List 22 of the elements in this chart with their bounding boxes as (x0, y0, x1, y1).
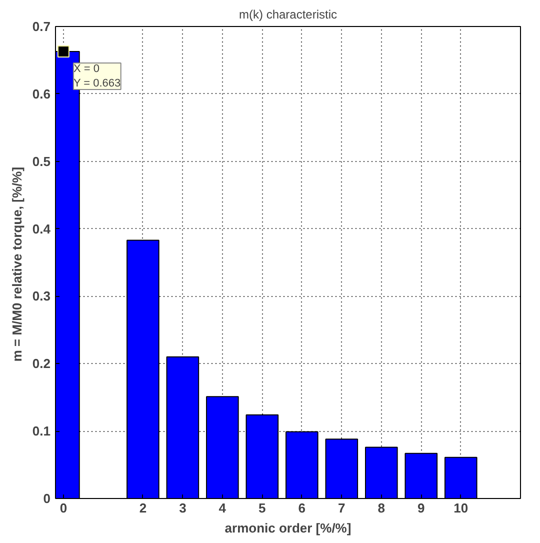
y-axis-title: m = M/M0 relative torque, [%/%] (9, 166, 24, 362)
x-tick-label: 7 (338, 500, 346, 516)
x-tick-label: 9 (418, 500, 425, 516)
y-tick-label: 0.7 (32, 19, 51, 34)
x-tick-label: 5 (258, 500, 266, 516)
x-tick-label: 4 (218, 500, 227, 516)
x-tick-label: 3 (179, 500, 186, 516)
x-tick-label: 0 (60, 500, 68, 516)
x-tick-label: 6 (298, 500, 306, 516)
y-tick-label: 0.2 (32, 356, 51, 372)
chart-title: m(k) characteristic (238, 8, 338, 22)
x-tick-label: 2 (139, 500, 147, 516)
y-tick-label: 0.4 (32, 221, 52, 236)
y-tick-label: 0 (43, 491, 51, 506)
annotation: X = 0 Y = 0.663 (73, 63, 121, 90)
y-tick-label: 0.6 (32, 86, 51, 102)
x-tick-label: 8 (378, 500, 386, 516)
x-tick-label: 10 (454, 500, 468, 516)
y-tick-label: 0.1 (32, 424, 51, 439)
y-tick-label: 0.5 (32, 154, 51, 169)
y-tick-label: 0.3 (32, 288, 51, 304)
x-axis-title: armonic order [%/%] (224, 520, 352, 536)
